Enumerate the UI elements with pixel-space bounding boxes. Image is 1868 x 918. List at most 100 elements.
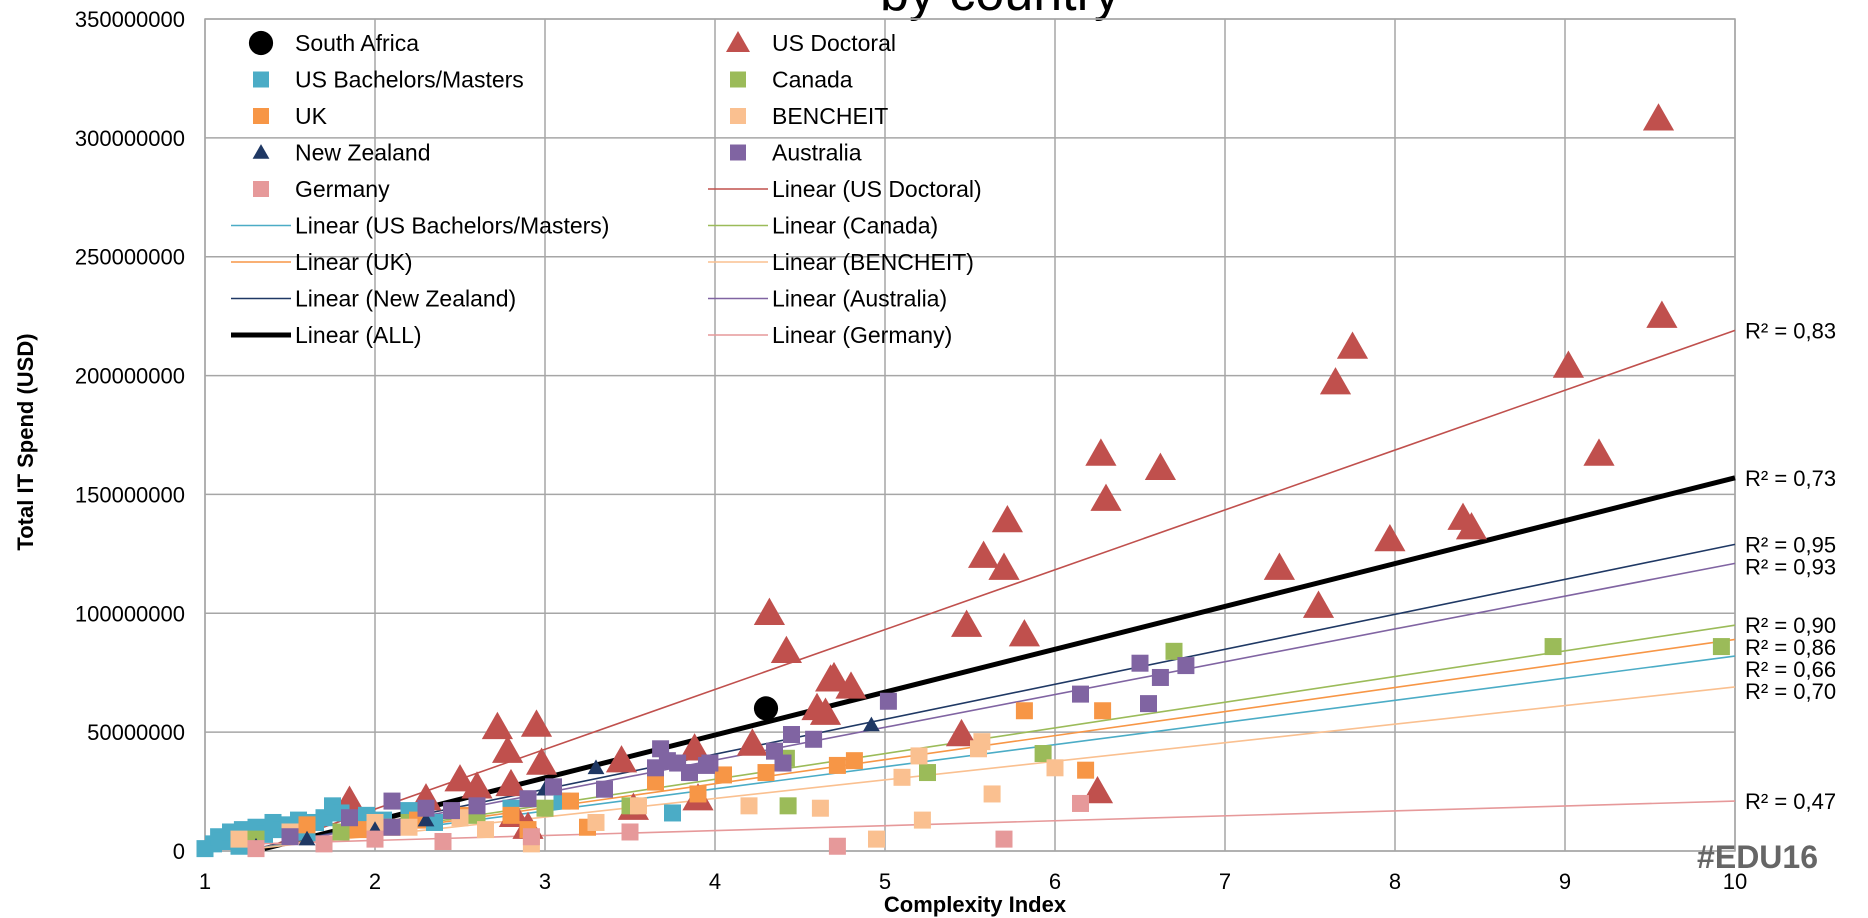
point-us-doctoral-16 <box>753 597 785 625</box>
point-australia-24 <box>1151 668 1169 686</box>
point-bencheit-18 <box>1046 759 1064 777</box>
x-tick-label-2: 3 <box>539 869 551 894</box>
point-bencheit-8 <box>630 797 647 815</box>
point-bencheit-5 <box>477 821 494 839</box>
point-us-doctoral-32 <box>1144 452 1176 480</box>
legend-swatch-bencheit <box>730 108 746 124</box>
data-points <box>196 103 1730 858</box>
x-tick-label-3: 4 <box>709 869 721 894</box>
point-us-doctoral-25 <box>968 540 1000 568</box>
r2-label-linear-uk-: R² = 0,86 <box>1745 635 1836 660</box>
point-us-doctoral-6 <box>495 768 527 797</box>
legend-swatch-new-zealand <box>252 144 270 159</box>
point-bencheit-0 <box>230 830 248 848</box>
point-us-doctoral-29 <box>1081 775 1114 804</box>
legend-label-linear-new-zealand-: Linear (New Zealand) <box>295 286 516 312</box>
point-australia-18 <box>774 754 792 772</box>
point-uk-9 <box>647 773 664 791</box>
y-tick-label-2: 100000000 <box>75 601 185 626</box>
point-germany-4 <box>522 828 540 846</box>
y-tick-label-7: 350000000 <box>75 7 185 32</box>
point-us-doctoral-19 <box>809 697 842 725</box>
legend-label-south-africa: South Africa <box>295 30 419 56</box>
point-uk-11 <box>715 766 732 784</box>
point-south-africa-0 <box>753 696 779 721</box>
point-us-doctoral-27 <box>991 504 1023 533</box>
point-uk-12 <box>757 764 775 782</box>
point-uk-15 <box>1015 702 1033 720</box>
legend-label-us-bachelors-masters: US Bachelors/Masters <box>295 67 524 93</box>
point-us-doctoral-34 <box>1302 590 1335 618</box>
point-australia-22 <box>1072 685 1089 703</box>
point-us-doctoral-36 <box>1336 331 1369 359</box>
legend-label-linear-uk-: Linear (UK) <box>295 249 413 275</box>
point-australia-6 <box>468 797 486 815</box>
point-canada-9 <box>1034 745 1052 763</box>
point-us-doctoral-24 <box>951 609 983 637</box>
x-tick-label-1: 2 <box>369 869 381 894</box>
y-tick-labels: 0 50000000 100000000 150000000 200000000 2500… <box>75 7 185 864</box>
point-new-zealand-6 <box>863 716 880 732</box>
point-new-zealand-3 <box>417 811 435 827</box>
y-axis-title: Total IT Spend (USD) <box>13 333 38 550</box>
y-tick-label-3: 150000000 <box>75 482 185 507</box>
point-canada-8 <box>919 764 936 782</box>
point-uk-0 <box>298 816 316 834</box>
point-bencheit-14 <box>913 811 931 829</box>
point-us-doctoral-9 <box>520 709 553 737</box>
legend-label-germany: Germany <box>295 176 390 202</box>
trendline-linear-us-doctoral- <box>255 329 1736 852</box>
legend-label-canada: Canada <box>772 67 853 93</box>
y-tick-label-4: 200000000 <box>75 364 185 389</box>
x-tick-label-7: 8 <box>1389 869 1401 894</box>
r2-label-linear-us-doctoral-: R² = 0,83 <box>1745 318 1836 343</box>
r2-label-linear-australia-: R² = 0,93 <box>1745 554 1836 579</box>
legend: South Africa US Doctoral US Bachelors/Mast… <box>231 30 982 348</box>
legend-label-uk: UK <box>295 103 328 129</box>
point-us-doctoral-5 <box>492 735 524 763</box>
point-bencheit-7 <box>587 813 605 831</box>
legend-label-new-zealand: New Zealand <box>295 140 431 166</box>
point-us-doctoral-23 <box>945 718 978 747</box>
point-germany-6 <box>828 837 846 855</box>
point-uk-7 <box>562 792 579 810</box>
point-germany-3 <box>434 832 452 850</box>
point-australia-16 <box>701 754 719 772</box>
point-canada-7 <box>779 797 797 815</box>
point-us-doctoral-21 <box>818 661 850 690</box>
y-tick-label-0: 0 <box>173 839 185 864</box>
y-tick-label-1: 50000000 <box>87 720 185 745</box>
point-us-doctoral-43 <box>1646 300 1678 328</box>
legend-swatch-germany <box>253 181 269 197</box>
x-tick-labels: 1 2 3 4 5 6 7 8 9 10 <box>199 869 1747 894</box>
point-australia-19 <box>783 726 800 744</box>
point-australia-5 <box>443 802 460 820</box>
point-bencheit-16 <box>973 733 991 751</box>
legend-swatch-australia <box>730 144 746 161</box>
point-australia-20 <box>805 730 823 748</box>
point-canada-4 <box>536 799 554 817</box>
point-canada-1 <box>332 823 350 841</box>
point-canada-11 <box>1544 638 1562 656</box>
plot-border <box>204 18 1736 852</box>
legend-label-linear-germany-: Linear (Germany) <box>772 322 952 348</box>
trendline-linear-new-zealand- <box>255 543 1736 850</box>
point-new-zealand-1 <box>298 830 316 846</box>
point-australia-7 <box>519 790 537 808</box>
legend-swatch-canada <box>730 71 746 88</box>
x-axis-title: Complexity Index <box>884 892 1067 917</box>
point-canada-10 <box>1165 642 1183 660</box>
point-us-doctoral-31 <box>1090 483 1122 511</box>
point-us-doctoral-3 <box>461 771 493 799</box>
point-australia-21 <box>879 692 897 710</box>
legend-label-bencheit: BENCHEIT <box>772 103 888 129</box>
point-bencheit-11 <box>868 830 885 848</box>
point-us-doctoral-40 <box>1552 350 1584 378</box>
x-tick-label-5: 6 <box>1049 869 1061 894</box>
legend-label-linear-us-doctoral-: Linear (US Doctoral) <box>772 176 982 202</box>
point-us-doctoral-2 <box>444 764 476 792</box>
x-tick-label-9: 10 <box>1723 869 1747 894</box>
point-us-doctoral-11 <box>605 745 638 773</box>
point-us-doctoral-13 <box>679 733 711 761</box>
legend-swatch-south-africa <box>248 30 274 56</box>
